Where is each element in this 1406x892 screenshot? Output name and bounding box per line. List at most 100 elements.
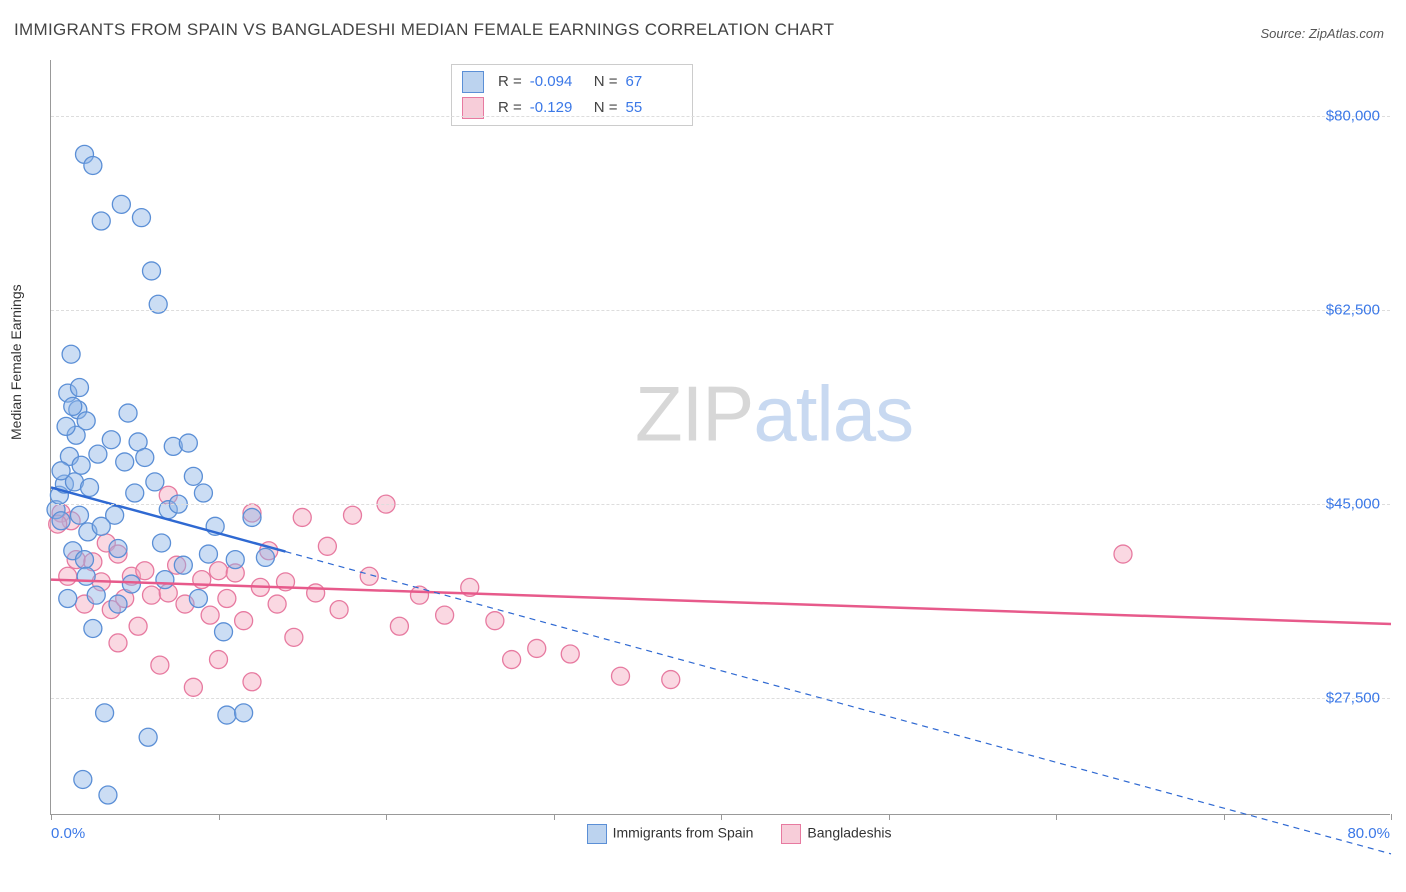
data-point — [285, 628, 303, 646]
y-tick-label: $80,000 — [1326, 107, 1380, 124]
data-point — [662, 671, 680, 689]
data-point — [126, 484, 144, 502]
data-point — [52, 512, 70, 530]
data-point — [99, 786, 117, 804]
data-point — [112, 195, 130, 213]
n-value-blue: 67 — [626, 69, 682, 95]
data-point — [174, 556, 192, 574]
x-tick — [554, 814, 555, 820]
data-point — [62, 345, 80, 363]
data-point — [235, 612, 253, 630]
n-value-pink: 55 — [626, 95, 682, 121]
data-point — [59, 589, 77, 607]
data-point — [136, 448, 154, 466]
swatch-pink-icon — [781, 824, 801, 844]
data-point — [218, 706, 236, 724]
data-point — [70, 506, 88, 524]
data-point — [132, 209, 150, 227]
source-attribution: Source: ZipAtlas.com — [1260, 26, 1384, 41]
data-point — [184, 678, 202, 696]
data-point — [218, 589, 236, 607]
x-tick — [1056, 814, 1057, 820]
x-tick — [1391, 814, 1392, 820]
data-point — [96, 704, 114, 722]
gridline — [51, 504, 1390, 505]
plot-area: ZIPatlas R = -0.094 N = 67 R = -0.129 N … — [50, 60, 1390, 815]
data-point — [122, 575, 140, 593]
data-point — [330, 601, 348, 619]
data-point — [59, 567, 77, 585]
y-tick-label: $62,500 — [1326, 301, 1380, 318]
data-point — [268, 595, 286, 613]
data-point — [153, 534, 171, 552]
gridline — [51, 698, 1390, 699]
data-point — [109, 540, 127, 558]
data-point — [243, 673, 261, 691]
swatch-blue-icon — [462, 71, 484, 93]
data-point — [64, 397, 82, 415]
data-point — [84, 619, 102, 637]
r-value-blue: -0.094 — [530, 69, 586, 95]
data-point — [156, 571, 174, 589]
x-axis-min-label: 0.0% — [51, 825, 85, 842]
y-axis-label: Median Female Earnings — [8, 284, 24, 440]
data-point — [84, 156, 102, 174]
legend-label-pink: Bangladeshis — [807, 825, 891, 841]
data-point — [179, 434, 197, 452]
series-legend: Immigrants from Spain Bangladeshis — [587, 824, 892, 844]
chart-container: IMMIGRANTS FROM SPAIN VS BANGLADESHI MED… — [0, 0, 1406, 892]
data-point — [109, 634, 127, 652]
x-tick — [1224, 814, 1225, 820]
data-point — [92, 517, 110, 535]
data-point — [201, 606, 219, 624]
data-point — [146, 473, 164, 491]
correlation-row-pink: R = -0.129 N = 55 — [462, 95, 682, 121]
data-point — [436, 606, 454, 624]
correlation-legend: R = -0.094 N = 67 R = -0.129 N = 55 — [451, 64, 693, 126]
data-point — [129, 617, 147, 635]
data-point — [77, 567, 95, 585]
data-point — [210, 562, 228, 580]
data-point — [151, 656, 169, 674]
data-point — [81, 478, 99, 496]
data-point — [215, 623, 233, 641]
correlation-row-blue: R = -0.094 N = 67 — [462, 69, 682, 95]
data-point — [116, 453, 134, 471]
data-point — [528, 639, 546, 657]
data-point — [318, 537, 336, 555]
data-point — [243, 508, 261, 526]
legend-item-blue: Immigrants from Spain — [587, 824, 754, 844]
data-point — [411, 586, 429, 604]
data-point — [109, 595, 127, 613]
data-point — [344, 506, 362, 524]
data-point — [503, 651, 521, 669]
data-point — [87, 586, 105, 604]
data-point — [143, 586, 161, 604]
data-point — [612, 667, 630, 685]
data-point — [226, 551, 244, 569]
gridline — [51, 310, 1390, 311]
data-point — [139, 728, 157, 746]
n-label: N = — [594, 69, 618, 95]
x-tick — [51, 814, 52, 820]
data-point — [102, 431, 120, 449]
source-prefix: Source: — [1260, 26, 1308, 41]
data-point — [189, 589, 207, 607]
legend-item-pink: Bangladeshis — [781, 824, 891, 844]
data-point — [119, 404, 137, 422]
data-point — [1114, 545, 1132, 563]
plot-svg — [51, 60, 1390, 814]
data-point — [194, 484, 212, 502]
data-point — [92, 212, 110, 230]
x-tick — [889, 814, 890, 820]
data-point — [70, 379, 88, 397]
data-point — [52, 462, 70, 480]
data-point — [486, 612, 504, 630]
data-point — [307, 584, 325, 602]
r-label: R = — [498, 95, 522, 121]
source-name: ZipAtlas.com — [1309, 26, 1384, 41]
data-point — [184, 467, 202, 485]
data-point — [561, 645, 579, 663]
data-point — [210, 651, 228, 669]
x-axis-max-label: 80.0% — [1347, 825, 1390, 842]
